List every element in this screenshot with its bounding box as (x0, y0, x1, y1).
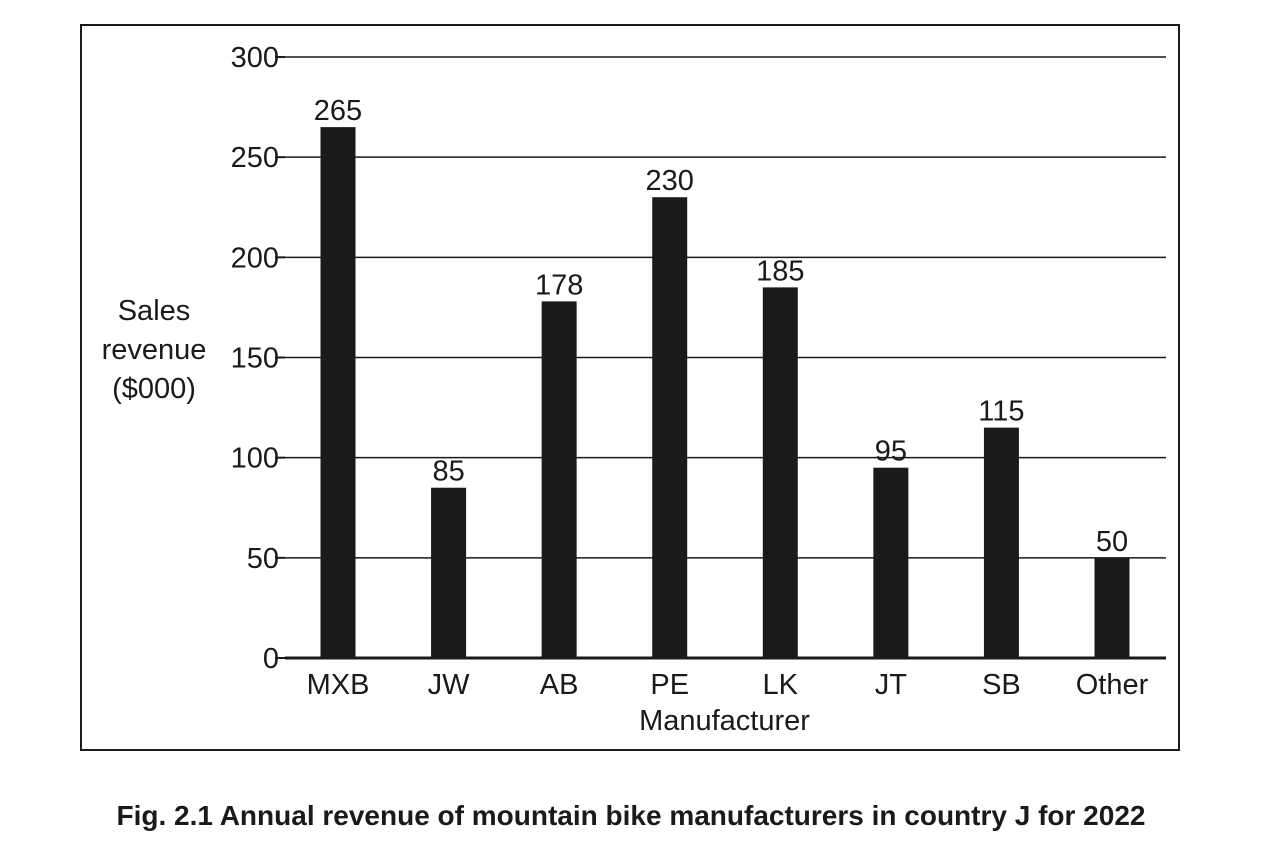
x-tick-label: SB (982, 669, 1021, 701)
bar (1094, 557, 1130, 658)
x-tick-label: JT (875, 669, 908, 701)
bar (541, 301, 577, 658)
bar (652, 197, 688, 658)
data-label: 95 (875, 436, 907, 468)
data-label: 85 (432, 456, 464, 488)
y-tick-label: 250 (231, 142, 279, 174)
chart-frame (80, 24, 1180, 751)
data-label: 50 (1096, 526, 1128, 558)
data-label: 230 (646, 165, 694, 197)
bar (762, 287, 798, 658)
bar (873, 467, 909, 658)
y-tick-label: 200 (231, 242, 279, 274)
x-tick-label: PE (650, 669, 689, 701)
y-tick-label: 0 (263, 643, 279, 675)
data-label: 178 (535, 269, 583, 301)
x-tick-label: AB (540, 669, 579, 701)
x-tick-label: Other (1076, 669, 1149, 701)
y-axis-label: Sales revenue ($000) (101, 295, 207, 405)
y-tick-label: 50 (247, 543, 279, 575)
y-tick-label: 150 (231, 343, 279, 375)
data-label: 185 (756, 255, 804, 287)
bar (431, 487, 467, 658)
figure-caption: Fig. 2.1 Annual revenue of mountain bike… (116, 800, 1146, 831)
x-tick-label: MXB (307, 669, 370, 701)
bar (320, 127, 356, 658)
x-tick-label: JW (428, 669, 471, 701)
x-axis-label: Manufacturer (639, 705, 810, 737)
data-label: 265 (314, 95, 362, 127)
x-tick-label: LK (763, 669, 799, 701)
y-tick-label: 300 (231, 42, 279, 74)
y-tick-label: 100 (231, 443, 279, 475)
data-label: 115 (978, 396, 1024, 428)
bar (983, 427, 1019, 658)
